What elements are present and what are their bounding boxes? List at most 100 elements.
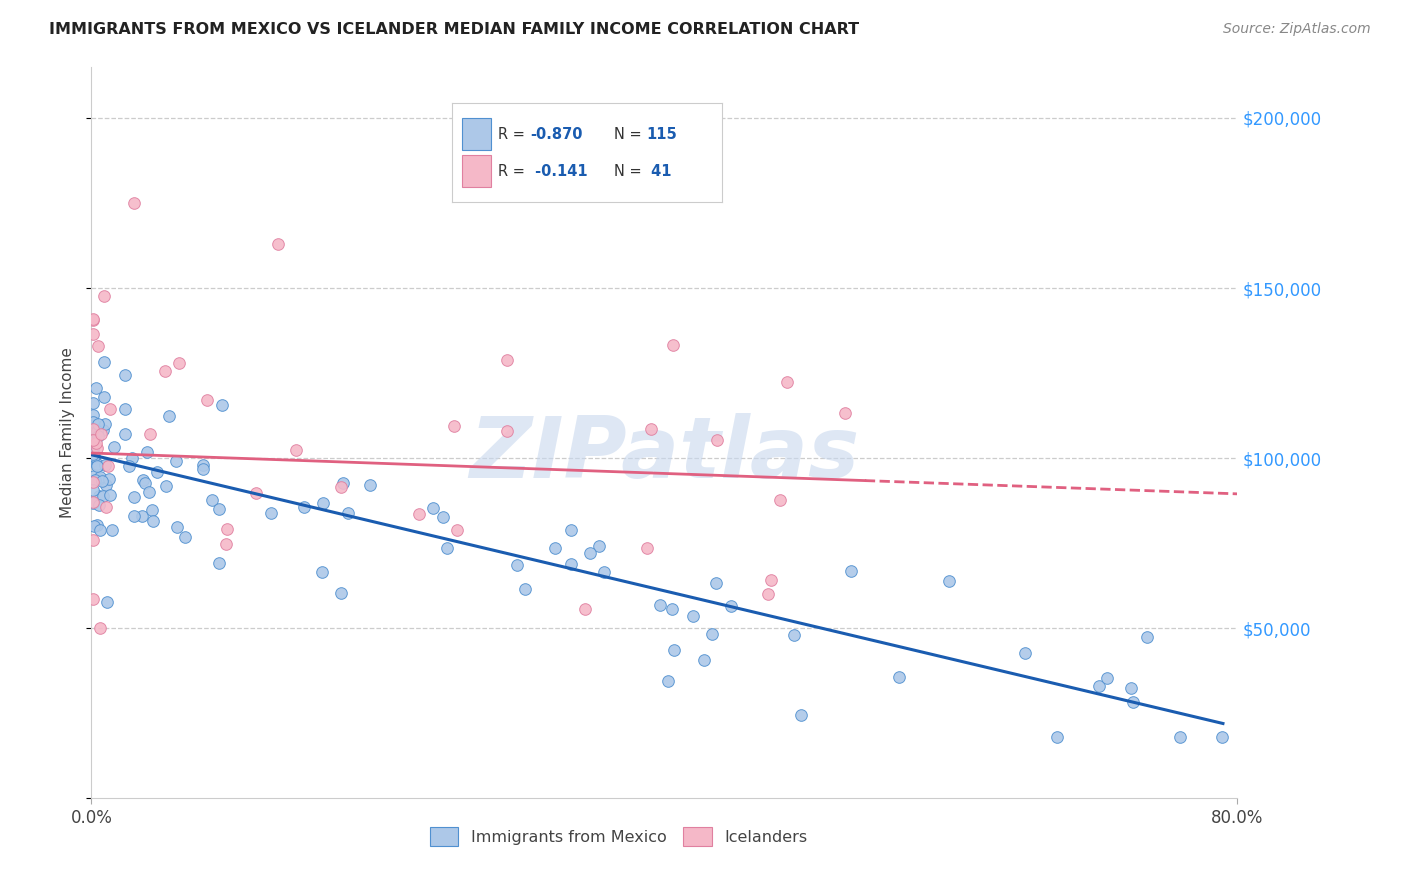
Point bbox=[94, 458, 117, 472]
Point bbox=[260, 506, 283, 520]
Point bbox=[87, 417, 110, 431]
Point bbox=[87, 339, 110, 353]
Point bbox=[82, 592, 104, 607]
Point bbox=[86, 381, 108, 395]
Point bbox=[93, 289, 115, 303]
Point bbox=[124, 196, 146, 211]
Point bbox=[139, 426, 162, 441]
Point bbox=[82, 533, 104, 547]
Point bbox=[657, 673, 679, 688]
Point bbox=[938, 574, 960, 588]
Point bbox=[86, 458, 108, 473]
Point bbox=[1122, 696, 1144, 710]
Point bbox=[84, 436, 107, 450]
Point bbox=[661, 602, 683, 616]
Point bbox=[1014, 646, 1036, 660]
Point bbox=[769, 492, 792, 507]
Text: Source: ZipAtlas.com: Source: ZipAtlas.com bbox=[1223, 22, 1371, 37]
Point bbox=[640, 422, 662, 436]
Point bbox=[145, 465, 167, 479]
Point bbox=[422, 500, 444, 515]
Point bbox=[682, 609, 704, 624]
Point bbox=[122, 508, 145, 523]
Point bbox=[94, 478, 117, 492]
Point bbox=[82, 449, 104, 463]
Point bbox=[155, 478, 177, 492]
Point bbox=[495, 424, 517, 438]
Point bbox=[82, 421, 104, 435]
Point bbox=[89, 621, 111, 635]
Point bbox=[82, 422, 104, 436]
Point bbox=[756, 587, 779, 601]
Point bbox=[706, 433, 728, 447]
Point bbox=[174, 531, 197, 545]
Point bbox=[693, 653, 716, 667]
Point bbox=[165, 454, 187, 468]
Point bbox=[332, 475, 354, 490]
Point bbox=[337, 506, 360, 520]
Point bbox=[436, 541, 458, 555]
Point bbox=[543, 541, 565, 556]
Point bbox=[89, 470, 111, 484]
Point bbox=[93, 489, 115, 503]
Point bbox=[1095, 671, 1118, 685]
Point bbox=[87, 473, 110, 487]
Point bbox=[790, 707, 813, 722]
Point bbox=[201, 492, 224, 507]
Point bbox=[97, 471, 120, 485]
Point bbox=[446, 523, 468, 537]
Point bbox=[702, 627, 724, 641]
Point bbox=[588, 539, 610, 553]
Point bbox=[122, 490, 145, 504]
Point bbox=[560, 523, 582, 537]
Point bbox=[121, 450, 143, 465]
Point bbox=[330, 480, 353, 494]
Point bbox=[82, 475, 104, 490]
Point bbox=[89, 498, 111, 512]
Point bbox=[97, 458, 120, 473]
Point bbox=[89, 523, 111, 537]
Point bbox=[83, 519, 105, 533]
Point bbox=[496, 352, 519, 367]
Point bbox=[648, 598, 671, 612]
Point bbox=[90, 475, 112, 489]
Point bbox=[118, 459, 141, 474]
Point bbox=[167, 356, 190, 370]
Point bbox=[82, 408, 104, 422]
Point bbox=[408, 508, 430, 522]
Point bbox=[134, 476, 156, 491]
Point bbox=[1088, 679, 1111, 693]
Point bbox=[82, 453, 104, 467]
Point bbox=[560, 557, 582, 571]
Point bbox=[114, 401, 136, 416]
Point bbox=[93, 355, 115, 369]
Point bbox=[312, 496, 335, 510]
Point bbox=[1046, 730, 1069, 744]
Point bbox=[208, 501, 231, 516]
Point bbox=[82, 447, 104, 461]
Point bbox=[82, 422, 104, 436]
Point bbox=[93, 417, 115, 431]
Point bbox=[153, 364, 176, 378]
Point bbox=[574, 602, 596, 616]
Point bbox=[662, 643, 685, 657]
Point bbox=[82, 312, 104, 326]
Point bbox=[83, 468, 105, 483]
Point bbox=[82, 441, 104, 455]
Point bbox=[505, 558, 527, 573]
Point bbox=[578, 546, 600, 560]
Point bbox=[245, 486, 267, 500]
Point bbox=[166, 519, 188, 533]
Point bbox=[284, 442, 307, 457]
Point bbox=[82, 447, 104, 461]
Point bbox=[82, 495, 104, 509]
Point bbox=[86, 517, 108, 532]
Point bbox=[84, 428, 107, 442]
Point bbox=[93, 390, 115, 404]
Point bbox=[82, 494, 104, 508]
Point bbox=[359, 478, 381, 492]
Point bbox=[82, 313, 104, 327]
Point bbox=[443, 419, 465, 434]
Point bbox=[93, 423, 115, 437]
Point bbox=[141, 514, 163, 528]
